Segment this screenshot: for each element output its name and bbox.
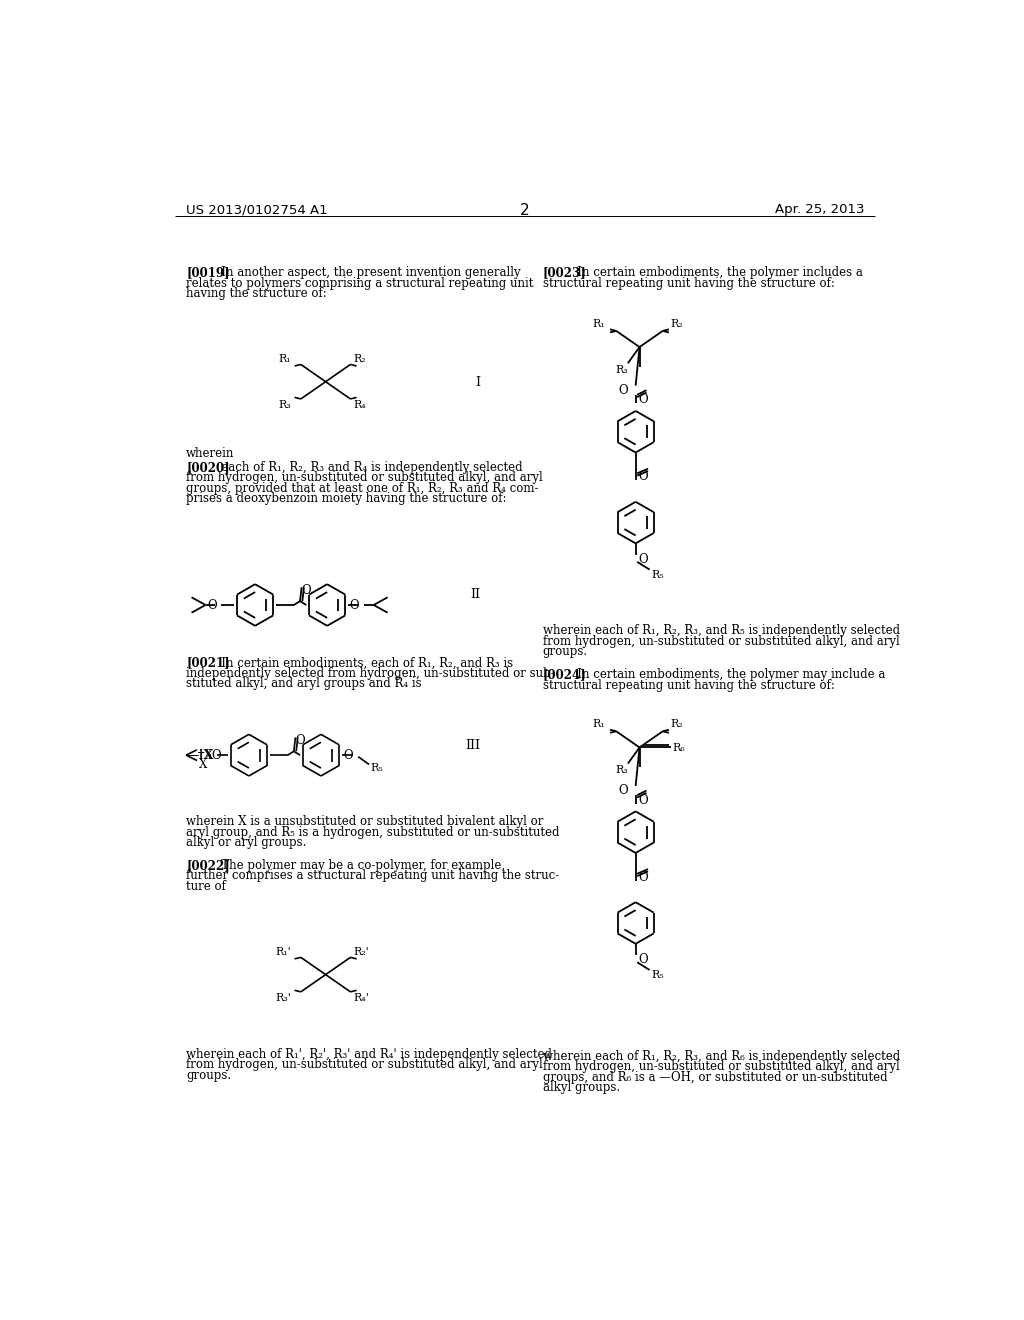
Text: —†X: —†X xyxy=(186,748,212,762)
Text: The polymer may be a co-polymer, for example,: The polymer may be a co-polymer, for exa… xyxy=(210,859,505,873)
Text: each of R₁, R₂, R₃ and R₄ is independently selected: each of R₁, R₂, R₃ and R₄ is independent… xyxy=(210,461,522,474)
Text: US 2013/0102754 A1: US 2013/0102754 A1 xyxy=(186,203,328,216)
Text: O: O xyxy=(343,748,353,762)
Text: wherein: wherein xyxy=(186,447,234,461)
Text: O: O xyxy=(638,553,647,566)
Text: R₁: R₁ xyxy=(593,719,605,729)
Text: R₁: R₁ xyxy=(279,354,292,364)
Text: structural repeating unit having the structure of:: structural repeating unit having the str… xyxy=(543,678,835,692)
Text: relates to polymers comprising a structural repeating unit: relates to polymers comprising a structu… xyxy=(186,277,534,289)
Text: stituted alkyl, and aryl groups and R₄ is: stituted alkyl, and aryl groups and R₄ i… xyxy=(186,677,422,690)
Text: O: O xyxy=(638,393,647,407)
Text: O: O xyxy=(211,748,220,762)
Text: R₅: R₅ xyxy=(651,970,664,979)
Text: wherein X is a unsubstituted or substituted bivalent alkyl or: wherein X is a unsubstituted or substitu… xyxy=(186,816,544,828)
Text: groups.: groups. xyxy=(543,645,588,659)
Text: I: I xyxy=(475,376,480,388)
Text: from hydrogen, un-substituted or substituted alkyl, and aryl: from hydrogen, un-substituted or substit… xyxy=(186,471,543,484)
Text: wherein each of R₁, R₂, R₃, and R₅ is independently selected: wherein each of R₁, R₂, R₃, and R₅ is in… xyxy=(543,624,900,638)
Text: R₂: R₂ xyxy=(671,318,683,329)
Text: II: II xyxy=(471,589,480,601)
Text: R₅: R₅ xyxy=(651,570,664,579)
Text: R₃': R₃' xyxy=(275,994,292,1003)
Text: aryl group, and R₅ is a hydrogen, substituted or un-substituted: aryl group, and R₅ is a hydrogen, substi… xyxy=(186,825,560,838)
Text: independently selected from hydrogen, un-substituted or sub-: independently selected from hydrogen, un… xyxy=(186,667,555,680)
Text: O: O xyxy=(207,599,217,612)
Text: [0024]: [0024] xyxy=(543,668,587,681)
Text: R₅: R₅ xyxy=(371,763,383,772)
Text: R₃: R₃ xyxy=(615,766,629,775)
Text: O: O xyxy=(295,734,305,747)
Text: O: O xyxy=(618,384,628,397)
Text: ture of: ture of xyxy=(186,880,226,892)
Text: In another aspect, the present invention generally: In another aspect, the present invention… xyxy=(210,267,520,280)
Text: R₁': R₁' xyxy=(275,946,292,957)
Text: [0023]: [0023] xyxy=(543,267,587,280)
Text: groups, and R₆ is a —OH, or substituted or un-substituted: groups, and R₆ is a —OH, or substituted … xyxy=(543,1071,887,1084)
Text: O: O xyxy=(639,871,648,883)
Text: alkyl groups.: alkyl groups. xyxy=(543,1081,620,1094)
Text: X: X xyxy=(199,758,207,771)
Text: O: O xyxy=(638,793,647,807)
Text: In certain embodiments, the polymer may include a: In certain embodiments, the polymer may … xyxy=(566,668,886,681)
Text: 2: 2 xyxy=(520,203,529,218)
Text: Apr. 25, 2013: Apr. 25, 2013 xyxy=(775,203,864,216)
Text: R₂: R₂ xyxy=(353,354,367,364)
Text: R₂': R₂' xyxy=(353,946,370,957)
Text: R₆: R₆ xyxy=(672,743,685,752)
Text: R₃: R₃ xyxy=(279,400,292,411)
Text: having the structure of:: having the structure of: xyxy=(186,286,327,300)
Text: R₄: R₄ xyxy=(353,400,367,411)
Text: wherein each of R₁, R₂, R₃, and R₆ is independently selected: wherein each of R₁, R₂, R₃, and R₆ is in… xyxy=(543,1051,900,1063)
Text: O: O xyxy=(638,953,647,966)
Text: from hydrogen, un-substituted or substituted alkyl, and aryl: from hydrogen, un-substituted or substit… xyxy=(543,635,899,648)
Text: R₄': R₄' xyxy=(353,994,370,1003)
Text: groups.: groups. xyxy=(186,1069,231,1081)
Text: prises a deoxybenzoin moiety having the structure of:: prises a deoxybenzoin moiety having the … xyxy=(186,492,507,506)
Text: In certain embodiments, the polymer includes a: In certain embodiments, the polymer incl… xyxy=(566,267,863,280)
Text: R₁: R₁ xyxy=(593,318,605,329)
Text: R₃: R₃ xyxy=(615,364,629,375)
Text: R₂: R₂ xyxy=(671,719,683,729)
Text: —†X: —†X xyxy=(186,748,214,762)
Text: III: III xyxy=(466,739,480,752)
Text: further comprises a structural repeating unit having the struc-: further comprises a structural repeating… xyxy=(186,870,559,883)
Text: from hydrogen, un-substituted or substituted alkyl, and aryl: from hydrogen, un-substituted or substit… xyxy=(186,1059,543,1071)
Text: O: O xyxy=(349,599,359,612)
Text: O: O xyxy=(618,784,628,797)
Text: O: O xyxy=(302,585,311,597)
Text: from hydrogen, un-substituted or substituted alkyl, and aryl: from hydrogen, un-substituted or substit… xyxy=(543,1060,899,1073)
Text: groups, provided that at least one of R₁, R₂, R₃ and R₄ com-: groups, provided that at least one of R₁… xyxy=(186,482,539,495)
Text: O: O xyxy=(639,470,648,483)
Text: In certain embodiments, each of R₁, R₂, and R₃ is: In certain embodiments, each of R₁, R₂, … xyxy=(210,656,513,669)
Text: alkyl or aryl groups.: alkyl or aryl groups. xyxy=(186,836,306,849)
Text: wherein each of R₁', R₂', R₃' and R₄' is independently selected: wherein each of R₁', R₂', R₃' and R₄' is… xyxy=(186,1048,552,1061)
Text: [0019]: [0019] xyxy=(186,267,229,280)
Text: [0020]: [0020] xyxy=(186,461,229,474)
Text: [0022]: [0022] xyxy=(186,859,229,873)
Text: [0021]: [0021] xyxy=(186,656,229,669)
Text: structural repeating unit having the structure of:: structural repeating unit having the str… xyxy=(543,277,835,289)
